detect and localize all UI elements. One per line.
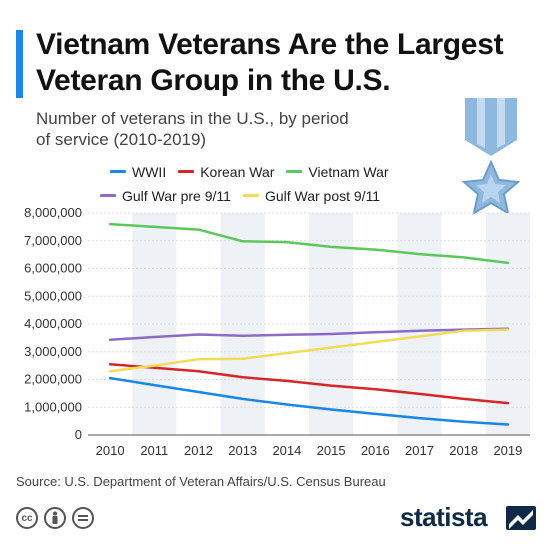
series-line (108, 327, 510, 342)
series-line (108, 222, 510, 265)
legend-row: WWII Korean War Vietnam War (110, 160, 401, 180)
legend-swatch (100, 194, 116, 197)
legend-label: Korean War (200, 163, 275, 180)
legend-label: Vietnam War (308, 163, 389, 180)
legend-item: Gulf War post 9/11 (242, 187, 381, 204)
x-tick-label: 2018 (449, 443, 478, 458)
y-tick-label: 5,000,000 (24, 288, 82, 303)
x-tick-label: 2014 (272, 443, 301, 458)
y-tick-label: 4,000,000 (24, 316, 82, 331)
legend-swatch (178, 170, 195, 173)
x-tick-label: 2015 (317, 443, 346, 458)
x-tick-label: 2011 (140, 443, 168, 458)
cc-icon: cc (16, 507, 38, 529)
legend-item: Gulf War pre 9/11 (100, 188, 231, 204)
y-tick-label: 2,000,000 (24, 372, 82, 387)
x-tick-label: 2019 (493, 443, 522, 458)
legend-label: WWII (132, 163, 167, 180)
medal-icon (461, 98, 521, 216)
y-tick-label: 7,000,000 (24, 233, 82, 248)
no-derivatives-icon (72, 507, 94, 529)
series-line (108, 376, 510, 426)
series-line (108, 362, 510, 405)
legend-item: WWII (110, 164, 166, 180)
line-chart: 0 1,000,000 2,000,000 3,000,000 4,000,000 5,0… (24, 205, 530, 458)
license-icons: cc (16, 507, 94, 529)
legend: WWII Korean War Vietnam War Gulf War pre 9… (100, 160, 520, 204)
statista-logo[interactable]: statista (400, 502, 488, 532)
chart-title: Vietnam Veterans Are the Largest Veteran… (36, 28, 504, 97)
accent-bar (16, 30, 23, 98)
statista-logo-mark (506, 506, 536, 530)
legend-swatch (110, 170, 126, 173)
legend-swatch (286, 170, 303, 173)
chart-subtitle: Number of veterans in the U.S., by perio… (36, 109, 349, 149)
legend-row: Gulf War pre 9/11 Gulf War post 9/11 (100, 184, 392, 204)
y-tick-label: 1,000,000 (24, 399, 82, 414)
legend-swatch (242, 194, 259, 197)
attribution-icon (44, 507, 66, 529)
legend-label: Gulf War pre 9/11 (122, 187, 231, 204)
x-tick-label: 2013 (228, 443, 257, 458)
x-tick-label: 2016 (361, 443, 390, 458)
x-tick-label: 2017 (405, 443, 434, 458)
y-tick-label: 0 (75, 427, 82, 442)
y-tick-label: 6,000,000 (24, 261, 82, 276)
y-tick-label: 8,000,000 (24, 205, 82, 220)
legend-item: Korean War (178, 164, 274, 180)
x-tick-label: 2012 (184, 443, 213, 458)
y-tick-label: 3,000,000 (24, 344, 82, 359)
source-text: Source: U.S. Department of Veteran Affai… (16, 474, 386, 489)
legend-label: Gulf War post 9/11 (264, 187, 381, 204)
series-line (108, 328, 510, 373)
x-tick-label: 2010 (96, 443, 125, 458)
legend-item: Vietnam War (286, 163, 389, 180)
